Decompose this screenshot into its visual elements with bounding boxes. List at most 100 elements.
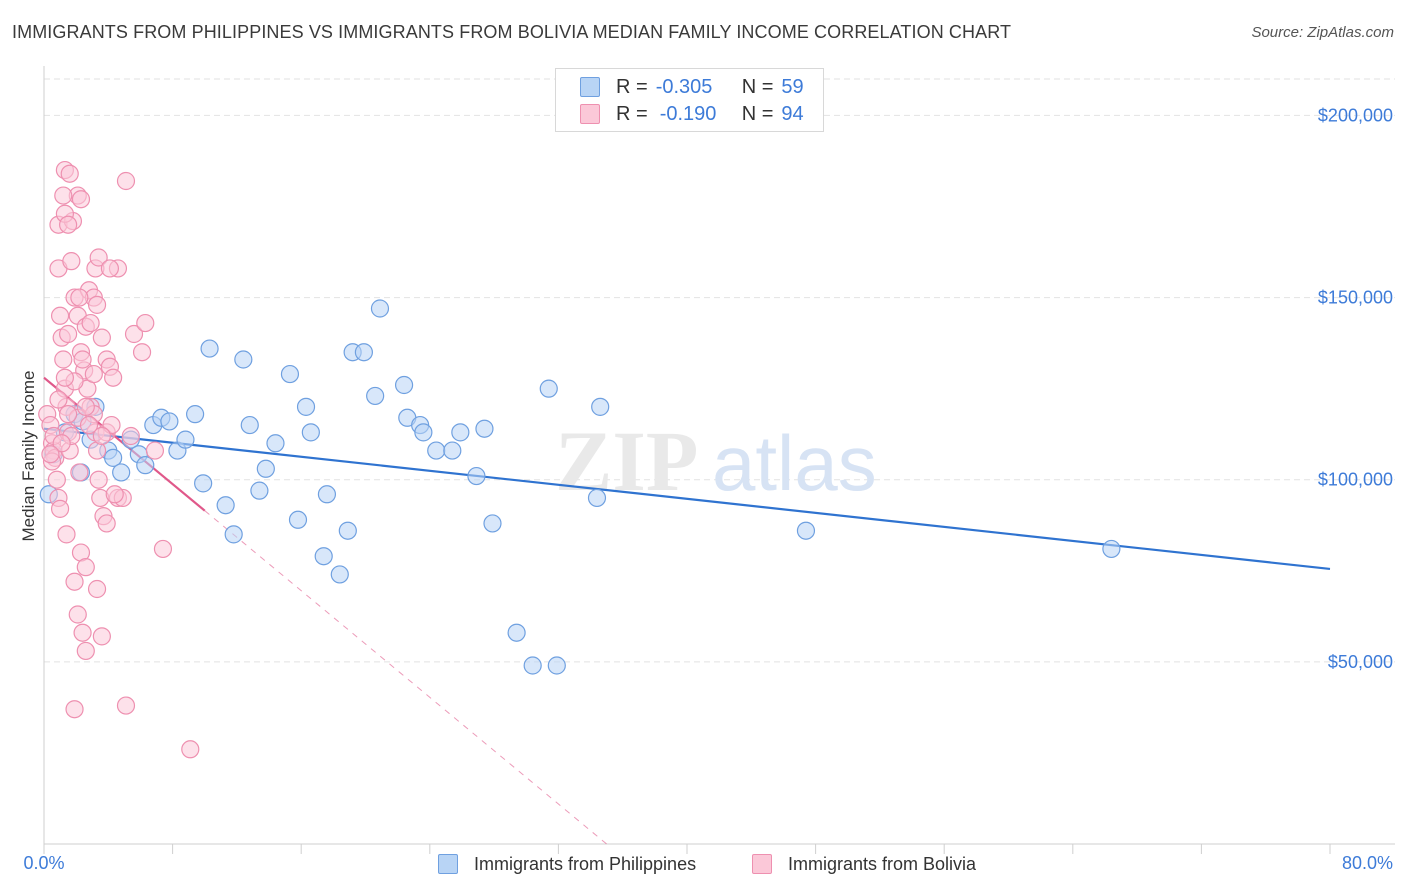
philippines-point: [366, 386, 385, 406]
bolivia-point: [71, 190, 91, 209]
philippines-point: [280, 364, 300, 384]
bolivia-point: [70, 288, 89, 307]
philippines-point: [427, 441, 446, 460]
bolivia-point: [70, 463, 89, 482]
bolivia-point: [145, 441, 165, 460]
x-tick-label: 80.0%: [1342, 853, 1393, 873]
bolivia-point: [89, 470, 108, 489]
bolivia-point: [121, 426, 140, 446]
bolivia-point: [50, 306, 70, 325]
philippines-point: [112, 463, 131, 482]
bolivia-point: [92, 426, 111, 446]
bolivia-point: [60, 164, 79, 183]
philippines-point: [317, 485, 337, 504]
bolivia-point: [59, 324, 78, 344]
bolivia-point: [124, 324, 144, 344]
legend-row-philippines: R = -0.305 N = 59: [580, 75, 804, 99]
legend-r-value: -0.305: [655, 75, 713, 98]
y-tick-label: $200,000: [1318, 105, 1393, 125]
bolivia-point: [50, 499, 70, 518]
philippines-point: [301, 423, 320, 442]
bolivia-point: [55, 368, 74, 387]
legend-n-label: N =: [741, 75, 774, 98]
philippines-point: [1102, 539, 1121, 559]
philippines-point: [266, 434, 285, 453]
watermark-atlas: atlas: [712, 419, 877, 507]
bolivia-point: [79, 415, 99, 435]
x-tick-label: 0.0%: [23, 853, 64, 873]
bolivia-point: [104, 368, 123, 387]
philippines-point: [507, 623, 526, 642]
bolivia-point: [97, 514, 116, 533]
source-label: Source: ZipAtlas.com: [1251, 24, 1394, 41]
philippines-point: [539, 379, 558, 398]
bolivia-point: [181, 740, 200, 759]
philippines-point: [200, 339, 219, 358]
bolivia-point: [84, 364, 103, 384]
y-axis-label: Median Family Income: [19, 370, 38, 541]
bolivia-point: [132, 343, 152, 362]
tick-labels: $50,000 $100,000 $150,000 $200,000 0.0% 80.0%: [23, 105, 1393, 873]
philippines-point: [443, 441, 462, 460]
chart-title: IMMIGRANTS FROM PHILIPPINES VS IMMIGRANT…: [12, 22, 1012, 42]
philippines-point: [587, 488, 607, 508]
philippines-point: [796, 521, 816, 540]
philippines-point: [338, 521, 357, 540]
philippines-point: [256, 459, 275, 478]
philippines-point: [394, 375, 414, 395]
watermark-zip: ZIP: [555, 413, 698, 509]
philippines-point: [591, 397, 610, 416]
bolivia-point: [116, 696, 136, 715]
bolivia-point: [153, 539, 173, 559]
bolivia-point: [100, 259, 120, 278]
bottom-legend-swatch-philippines: [438, 854, 458, 874]
bottom-legend-bolivia: Immigrants from Bolivia: [752, 852, 976, 876]
bolivia-point: [92, 627, 111, 646]
bolivia-point: [59, 215, 78, 234]
bolivia-point: [87, 295, 107, 314]
bottom-legend-label: Immigrants from Philippines: [474, 853, 697, 874]
legend-n-value: 59: [781, 75, 804, 98]
bolivia-point: [105, 485, 124, 504]
bolivia-point: [92, 328, 111, 347]
bolivia-point: [87, 579, 107, 599]
philippines-point: [136, 456, 155, 475]
legend-box: R = -0.305 N = 59 R = -0.190 N = 94: [555, 68, 824, 132]
bolivia-point: [136, 313, 155, 333]
philippines-point: [467, 466, 486, 486]
philippines-point: [240, 415, 259, 435]
bolivia-trend-extension: [204, 510, 607, 845]
legend-r-value: -0.190: [659, 102, 717, 125]
bolivia-point: [68, 605, 87, 624]
philippines-point: [451, 423, 470, 442]
bolivia-point: [47, 470, 66, 489]
philippines-point: [160, 412, 179, 431]
legend-swatch-bolivia: [580, 104, 600, 124]
bolivia-point: [54, 350, 73, 369]
bolivia-point: [65, 700, 84, 719]
philippines-point: [475, 419, 494, 438]
data-points: [38, 160, 1121, 759]
bolivia-point: [62, 252, 81, 271]
bolivia-point: [89, 248, 108, 267]
y-tick-label: $50,000: [1328, 652, 1393, 672]
bolivia-point: [52, 434, 71, 453]
bolivia-point: [76, 641, 95, 661]
legend-row-bolivia: R = -0.190 N = 94: [580, 102, 804, 126]
legend-n-label: N =: [741, 102, 774, 125]
philippines-point: [186, 405, 205, 424]
philippines-point: [354, 343, 373, 362]
philippines-point: [194, 474, 213, 493]
legend-n-value: 94: [781, 102, 804, 125]
bolivia-point: [76, 558, 95, 577]
philippines-point: [216, 496, 235, 515]
y-tick-label: $100,000: [1318, 470, 1393, 490]
y-tick-label: $150,000: [1318, 288, 1393, 308]
bolivia-point: [57, 525, 76, 544]
gridlines: [44, 78, 1395, 663]
legend-r-label: R =: [616, 102, 648, 125]
philippines-point: [330, 565, 349, 584]
philippines-point: [224, 525, 243, 544]
philippines-point: [414, 423, 433, 442]
